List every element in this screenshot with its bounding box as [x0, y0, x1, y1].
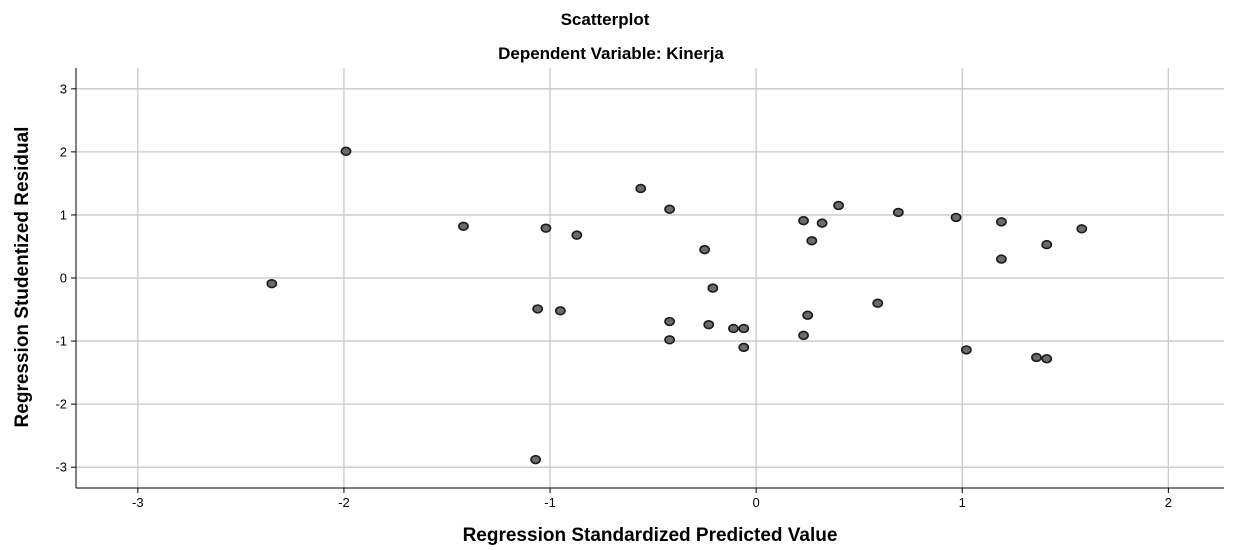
x-tick-label: -2 [338, 495, 350, 510]
scatter-point [532, 304, 544, 314]
scatter-point [664, 316, 675, 327]
chart-subtitle: Dependent Variable: Kinerja [498, 44, 724, 63]
scatter-point [806, 236, 818, 246]
chart-title: Scatterplot [561, 10, 650, 29]
scatter-point [699, 244, 711, 255]
axes [71, 68, 1224, 493]
scatter-point [1041, 354, 1053, 364]
scatter-point [960, 345, 972, 355]
scatter-point [707, 283, 719, 293]
y-tick-label: -3 [55, 460, 67, 475]
x-tick-label: 0 [753, 495, 760, 510]
scatter-point [1076, 224, 1088, 234]
scatter-point [340, 146, 352, 156]
scatter-point [950, 212, 962, 223]
scatter-point [1031, 352, 1042, 363]
tick-labels: -3 -2 -1 0 1 2 -3 -2 -1 0 1 2 3 [55, 81, 1172, 510]
scatter-point [540, 223, 552, 233]
scatter-point [458, 221, 469, 231]
y-axis-label: Regression Studentized Residual [12, 127, 33, 428]
scatter-point [798, 215, 809, 226]
scatter-point [530, 454, 542, 465]
scatter-point [996, 254, 1007, 264]
x-tick-label: -3 [132, 495, 144, 510]
x-tick-label: 2 [1165, 495, 1172, 510]
y-tick-label: 2 [60, 144, 67, 159]
scatter-point [798, 330, 809, 341]
scatter-point [1041, 239, 1053, 250]
scatter-point [802, 310, 814, 320]
scatter-point [872, 298, 884, 308]
y-tick-label: 1 [60, 207, 67, 222]
x-tick-label: -1 [544, 495, 556, 510]
scatter-point [554, 306, 566, 316]
scatter-point [728, 323, 739, 334]
x-axis-label: Regression Standardized Predicted Value [463, 525, 838, 546]
scatter-point [664, 335, 675, 345]
y-tick-label: -1 [55, 334, 67, 349]
grid-lines [76, 68, 1224, 488]
x-tick-label: 1 [959, 495, 966, 510]
data-points [266, 146, 1088, 465]
scatter-point [738, 342, 750, 353]
y-tick-label: 3 [60, 81, 67, 96]
y-tick-label: -2 [55, 397, 67, 412]
y-tick-label: 0 [60, 271, 67, 286]
scatter-point [635, 183, 647, 194]
scatter-point [892, 207, 904, 218]
scatter-point [266, 278, 278, 289]
scatter-point [996, 217, 1007, 227]
scatter-point [703, 319, 715, 330]
scatter-point [738, 323, 750, 334]
scatter-point [664, 204, 675, 214]
scatter-point [816, 218, 828, 228]
scatter-point [833, 200, 844, 211]
scatter-point [571, 230, 583, 240]
